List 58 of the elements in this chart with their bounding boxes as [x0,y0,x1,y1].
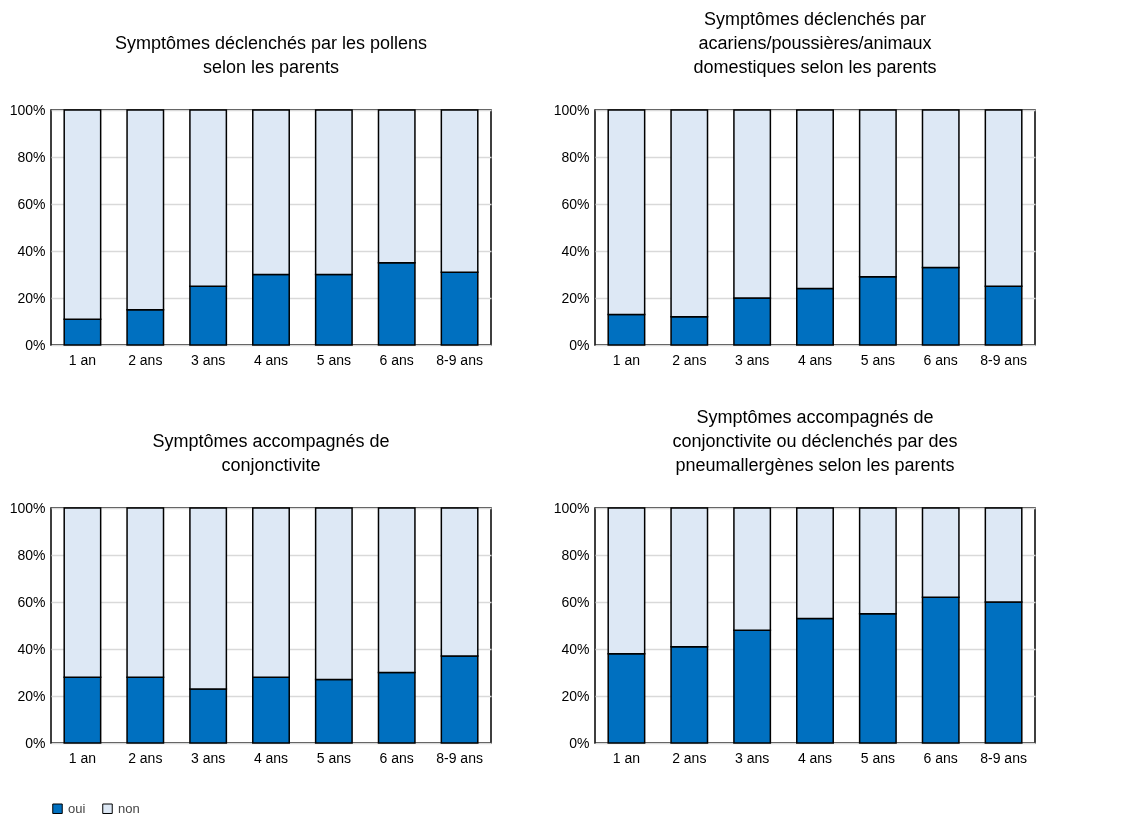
chart-title: Symptômes déclenchés par acariens/poussières/animaux domestiques selon les parents [693,9,937,77]
chart-title: Symptômes accompagnés de conjonctivite ou déclenchés par des pneumallergènes selon les parents [672,407,958,475]
y-tick-label: 100% [553,499,590,516]
y-tick-label: 20% [17,289,46,306]
y-tick-label: 40% [561,242,590,259]
x-tick-label: 2 ans [128,749,163,766]
y-tick-label: 100% [9,101,46,118]
x-tick-label: 3 ans [191,749,226,766]
x-tick-label: 8-9 ans [980,749,1027,766]
y-tick-label: 0% [25,336,46,353]
y-tick-label: 80% [561,546,590,563]
y-tick-label: 60% [561,593,590,610]
legend-label: non [118,800,140,816]
y-tick-label: 40% [17,640,46,657]
y-tick-label: 40% [17,242,46,259]
x-tick-label: 8-9 ans [436,351,483,368]
chart-title: Symptômes accompagnés de conjonctivite [152,431,390,475]
y-tick-label: 0% [569,336,590,353]
x-tick-label: 1 an [68,749,97,766]
x-tick-label: 8-9 ans [980,351,1027,368]
x-tick-label: 5 ans [860,749,895,766]
y-tick-label: 0% [569,734,590,751]
x-tick-label: 3 ans [735,351,770,368]
y-tick-label: 60% [17,593,46,610]
x-tick-label: 3 ans [191,351,226,368]
x-tick-label: 6 ans [923,749,958,766]
legend-label: oui [68,800,86,816]
y-tick-label: 80% [561,148,590,165]
y-tick-label: 100% [9,499,46,516]
x-tick-label: 5 ans [316,749,351,766]
x-tick-label: 6 ans [923,351,958,368]
x-tick-label: 1 an [612,749,641,766]
x-tick-label: 2 ans [672,351,707,368]
y-tick-label: 40% [561,640,590,657]
x-tick-label: 1 an [612,351,641,368]
x-tick-label: 4 ans [797,749,833,766]
x-tick-label: 2 ans [672,749,707,766]
y-tick-label: 20% [561,687,590,704]
y-tick-label: 60% [17,195,46,212]
y-tick-label: 100% [553,101,590,118]
x-tick-label: 8-9 ans [436,749,483,766]
y-tick-label: 60% [561,195,590,212]
x-tick-label: 5 ans [860,351,895,368]
x-tick-label: 3 ans [735,749,770,766]
x-tick-label: 5 ans [316,351,351,368]
x-tick-label: 6 ans [379,749,414,766]
x-tick-label: 4 ans [253,351,289,368]
x-tick-label: 4 ans [797,351,833,368]
x-tick-label: 6 ans [379,351,414,368]
x-tick-label: 4 ans [253,749,289,766]
x-tick-label: 1 an [68,351,97,368]
chart-title: Symptômes déclenchés par les pollens selon les parents [114,33,428,77]
y-tick-label: 20% [561,289,590,306]
x-tick-label: 2 ans [128,351,163,368]
y-tick-label: 0% [25,734,46,751]
y-tick-label: 80% [17,148,46,165]
y-tick-label: 20% [17,687,46,704]
y-tick-label: 80% [17,546,46,563]
